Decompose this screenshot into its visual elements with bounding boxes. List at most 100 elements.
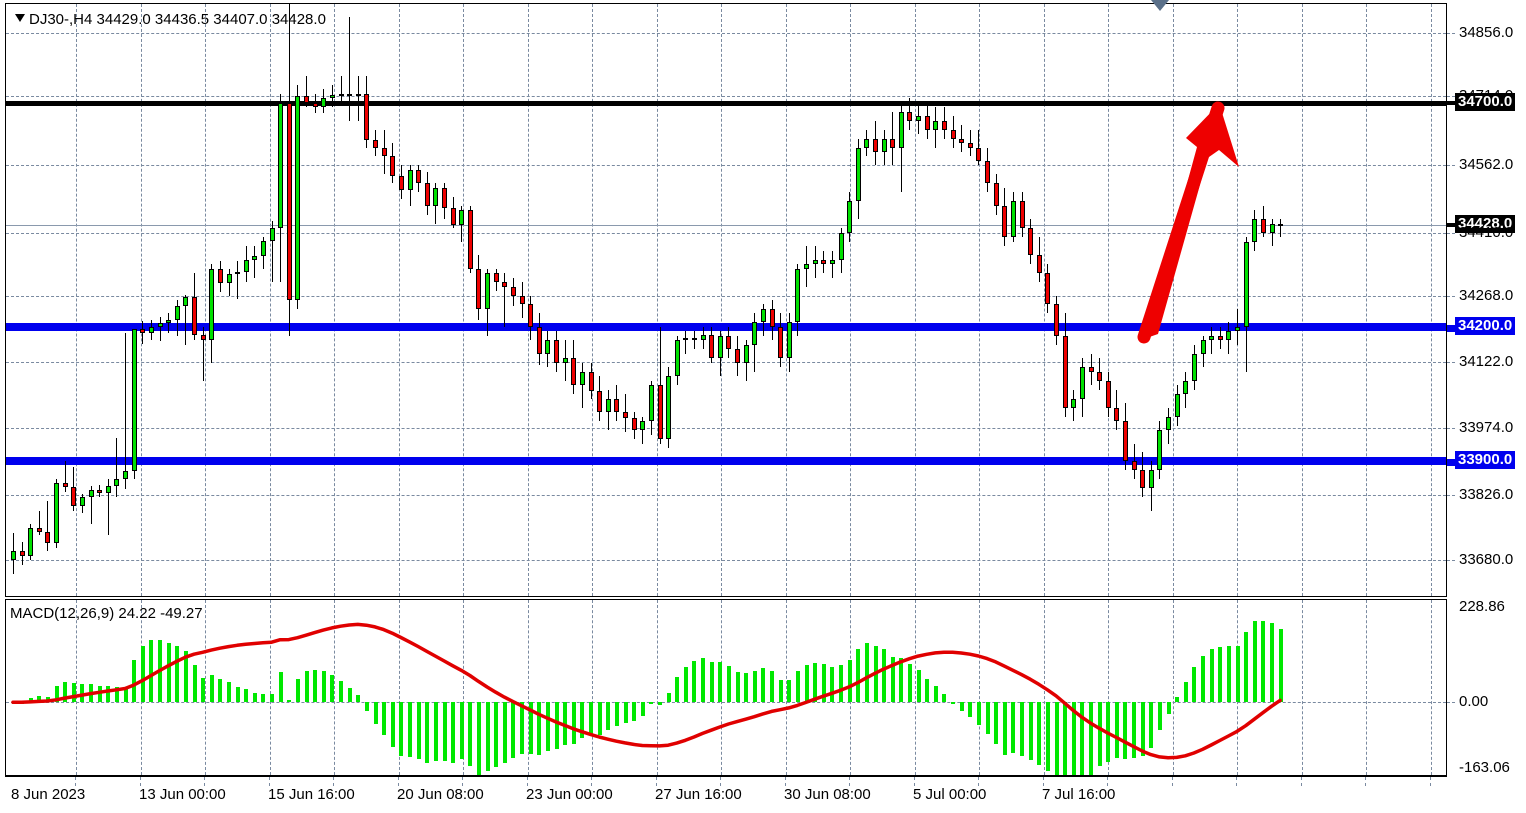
macd-histogram-bar [632, 702, 637, 722]
candle-wick [504, 273, 506, 327]
price-horizontal-gridline [6, 361, 1446, 363]
candle-body [916, 116, 922, 121]
candle-body [1036, 255, 1042, 274]
candle-body [467, 210, 473, 269]
time-axis-tick [1171, 777, 1174, 786]
macd-histogram-bar [614, 702, 619, 727]
macd-histogram-bar [1132, 702, 1137, 758]
time-axis-label: 13 Jun 00:00 [139, 786, 226, 803]
macd-histogram-bar [683, 666, 688, 703]
candle-wick [1280, 219, 1282, 238]
candle-body [260, 240, 266, 257]
macd-histogram-bar [787, 680, 792, 703]
price-axis-label: 34856.0 [1459, 23, 1514, 41]
candle-body [717, 335, 723, 359]
macd-histogram-bar [1278, 628, 1283, 703]
macd-histogram-bar [1114, 702, 1119, 758]
candle-body [855, 147, 861, 202]
candle-body [545, 340, 551, 354]
price-vertical-gridline [205, 4, 207, 596]
macd-plot-area[interactable] [6, 600, 1446, 775]
time-axis-tick [462, 777, 464, 786]
candle-wick [1271, 219, 1273, 247]
macd-histogram-bar [528, 702, 533, 754]
candle-body [1122, 421, 1128, 462]
candle-body [424, 183, 430, 206]
candle-wick [581, 362, 583, 408]
candle-body [321, 98, 327, 108]
price-vertical-gridline [914, 4, 917, 596]
candle-body [829, 259, 835, 265]
macd-histogram-bar [597, 702, 602, 736]
macd-histogram-bar [1244, 631, 1249, 703]
candle-body [416, 169, 422, 184]
candle-body [1217, 335, 1223, 341]
macd-histogram-bar [54, 686, 59, 703]
price-axis-level-label: 33900.0 [1455, 451, 1516, 470]
macd-histogram-bar [1166, 702, 1171, 714]
candle-wick [254, 246, 256, 278]
macd-histogram-bar [382, 702, 387, 736]
price-plot-area[interactable] [6, 4, 1446, 596]
candle-body [1166, 416, 1172, 431]
candle-body [174, 306, 180, 320]
candle-body [97, 490, 103, 493]
candle-body [726, 335, 732, 350]
time-axis-label: 27 Jun 16:00 [655, 786, 742, 803]
candle-body [528, 304, 534, 327]
macd-histogram-bar [1071, 702, 1076, 775]
macd-histogram-bar [968, 702, 973, 718]
candle-body [743, 344, 749, 363]
macd-histogram-bar [114, 686, 119, 703]
candle-wick [340, 75, 342, 103]
macd-vertical-gridline [398, 600, 401, 775]
time-axis-tick [1300, 777, 1303, 786]
candle-body [312, 102, 318, 108]
macd-axis[interactable]: 228.86 0.00 -163.06 [1447, 599, 1526, 776]
price-horizontal-gridline [6, 428, 1446, 430]
current-price-line-34428 [6, 224, 1446, 226]
candle-body [778, 326, 784, 359]
macd-histogram-bar [287, 700, 292, 703]
macd-histogram-bar [1097, 702, 1102, 767]
candle-body [183, 297, 189, 307]
candle-body [786, 322, 792, 359]
candle-body [286, 102, 292, 300]
triangle-down-icon [15, 14, 25, 22]
candle-body [873, 138, 878, 152]
candle-wick [685, 331, 687, 354]
candle-body [941, 120, 947, 130]
candle-wick [900, 102, 902, 193]
price-vertical-gridline [979, 4, 981, 596]
macd-histogram-bar [511, 702, 516, 759]
price-axis-level-tick [1447, 459, 1455, 467]
candle-body [1209, 335, 1215, 341]
price-chart-pane[interactable]: DJ30-,H4 34429.0 34436.5 34407.0 34428.0 [5, 3, 1447, 597]
price-vertical-gridline [850, 4, 852, 596]
macd-histogram-bar [589, 702, 594, 736]
price-horizontal-gridline [6, 494, 1446, 496]
candle-body [1278, 223, 1284, 226]
macd-vertical-gridline [269, 600, 272, 775]
candle-body [683, 337, 689, 341]
candle-body [28, 527, 34, 556]
price-axis[interactable]: 34856.034714.034700.034562.034428.034410… [1447, 3, 1526, 597]
candle-body [1235, 326, 1241, 332]
macd-histogram-bar [1054, 702, 1059, 775]
macd-histogram-bar [804, 665, 809, 703]
macd-histogram-bar [795, 670, 800, 703]
candle-body [54, 482, 60, 544]
macd-histogram-bar [1037, 702, 1042, 765]
price-horizontal-gridline [6, 96, 1446, 98]
macd-histogram-bar [175, 646, 180, 703]
macd-histogram-bar [856, 648, 861, 703]
candle-body [278, 102, 284, 229]
candle-body [243, 259, 249, 273]
price-horizontal-gridline [6, 232, 1446, 234]
candle-body [1010, 201, 1016, 238]
macd-histogram-bar [959, 702, 964, 711]
macd-pane[interactable]: MACD(12,26,9) 24.22 -49.27 [5, 599, 1447, 776]
time-axis[interactable]: 8 Jun 2023 13 Jun 00:00 15 Jun 16:00 20 Jun… [5, 776, 1447, 813]
price-axis-tick [1447, 428, 1455, 430]
price-axis-level-tick [1447, 324, 1455, 332]
